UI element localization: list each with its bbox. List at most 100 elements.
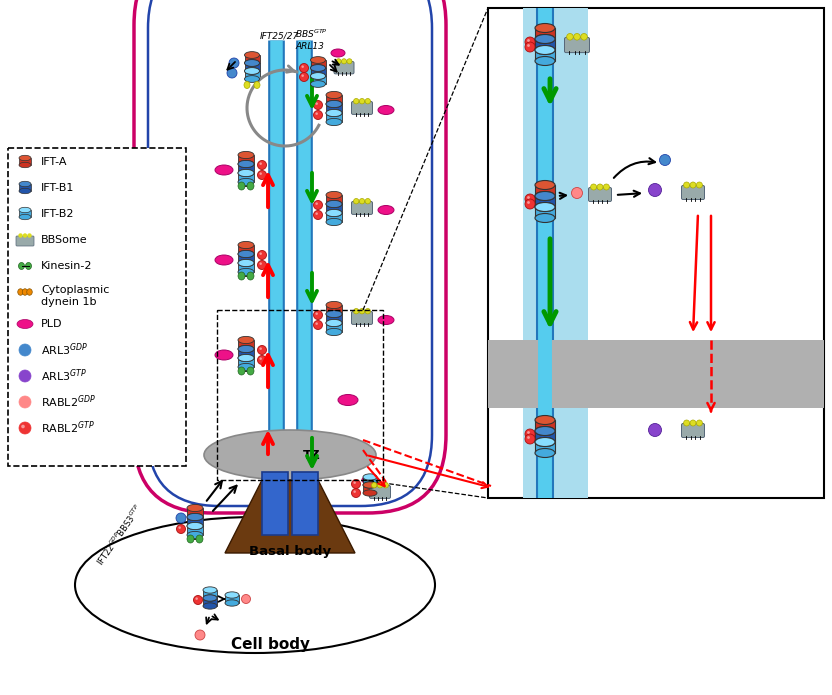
Ellipse shape bbox=[247, 367, 254, 375]
Circle shape bbox=[315, 102, 318, 105]
Ellipse shape bbox=[326, 109, 342, 117]
Circle shape bbox=[383, 482, 389, 488]
Circle shape bbox=[525, 429, 535, 439]
Ellipse shape bbox=[326, 100, 342, 108]
Bar bbox=[19, 210, 31, 217]
Circle shape bbox=[347, 59, 352, 64]
Text: ARL3$^{GDP}$: ARL3$^{GDP}$ bbox=[41, 342, 88, 359]
Circle shape bbox=[195, 630, 205, 640]
Circle shape bbox=[527, 201, 530, 204]
Bar bbox=[245, 55, 260, 63]
Ellipse shape bbox=[535, 448, 555, 457]
Ellipse shape bbox=[215, 165, 233, 175]
Circle shape bbox=[227, 68, 237, 78]
Circle shape bbox=[359, 99, 364, 104]
Bar bbox=[225, 595, 239, 603]
Ellipse shape bbox=[535, 202, 555, 211]
Bar bbox=[245, 71, 260, 79]
Bar bbox=[262, 472, 288, 535]
Polygon shape bbox=[225, 480, 355, 553]
Ellipse shape bbox=[238, 345, 254, 352]
Circle shape bbox=[178, 526, 181, 529]
Ellipse shape bbox=[238, 250, 254, 258]
Circle shape bbox=[18, 234, 22, 238]
Bar bbox=[535, 442, 555, 453]
Bar bbox=[535, 39, 555, 50]
Ellipse shape bbox=[245, 60, 260, 67]
Ellipse shape bbox=[203, 603, 217, 609]
Ellipse shape bbox=[326, 209, 342, 217]
Ellipse shape bbox=[326, 329, 342, 336]
Ellipse shape bbox=[19, 188, 31, 194]
Circle shape bbox=[354, 99, 359, 104]
Ellipse shape bbox=[238, 170, 254, 177]
Ellipse shape bbox=[326, 320, 342, 327]
Bar bbox=[535, 207, 555, 218]
Ellipse shape bbox=[238, 272, 245, 280]
Ellipse shape bbox=[187, 535, 194, 543]
Circle shape bbox=[690, 182, 696, 188]
Ellipse shape bbox=[535, 45, 555, 54]
Ellipse shape bbox=[27, 288, 32, 295]
Circle shape bbox=[359, 309, 364, 314]
Ellipse shape bbox=[326, 191, 342, 199]
Ellipse shape bbox=[326, 109, 342, 117]
Circle shape bbox=[314, 101, 323, 110]
Circle shape bbox=[314, 200, 323, 209]
Ellipse shape bbox=[326, 218, 342, 226]
Ellipse shape bbox=[535, 416, 555, 425]
Bar bbox=[203, 590, 217, 598]
Circle shape bbox=[525, 37, 535, 47]
FancyBboxPatch shape bbox=[681, 423, 705, 437]
Circle shape bbox=[341, 59, 347, 64]
Ellipse shape bbox=[363, 474, 377, 480]
Bar bbox=[19, 184, 31, 191]
Bar bbox=[535, 431, 555, 442]
Ellipse shape bbox=[535, 427, 555, 436]
Circle shape bbox=[648, 183, 661, 197]
Ellipse shape bbox=[238, 367, 245, 375]
Text: Cell body: Cell body bbox=[230, 637, 310, 653]
Bar bbox=[238, 358, 254, 367]
Circle shape bbox=[257, 356, 266, 364]
Circle shape bbox=[597, 184, 603, 190]
Ellipse shape bbox=[225, 592, 239, 598]
Ellipse shape bbox=[215, 350, 233, 360]
Ellipse shape bbox=[310, 65, 325, 72]
Circle shape bbox=[300, 72, 309, 81]
Ellipse shape bbox=[238, 182, 245, 190]
Circle shape bbox=[19, 396, 31, 408]
Circle shape bbox=[260, 348, 262, 350]
Ellipse shape bbox=[238, 268, 254, 276]
Circle shape bbox=[196, 598, 198, 600]
Bar bbox=[488, 340, 824, 408]
Ellipse shape bbox=[326, 209, 342, 217]
Bar bbox=[238, 173, 254, 182]
FancyBboxPatch shape bbox=[8, 148, 186, 466]
Bar bbox=[187, 517, 203, 526]
Circle shape bbox=[354, 491, 356, 493]
Circle shape bbox=[581, 33, 587, 40]
Circle shape bbox=[314, 211, 323, 220]
Circle shape bbox=[176, 525, 186, 534]
Bar bbox=[363, 485, 377, 493]
Ellipse shape bbox=[204, 430, 376, 480]
Circle shape bbox=[527, 44, 530, 47]
Circle shape bbox=[260, 163, 262, 165]
Circle shape bbox=[603, 184, 609, 190]
Text: Cytoplasmic
dynein 1b: Cytoplasmic dynein 1b bbox=[41, 285, 109, 306]
Text: PLD: PLD bbox=[41, 319, 62, 329]
Ellipse shape bbox=[378, 206, 394, 215]
Bar bbox=[217, 310, 383, 480]
Circle shape bbox=[260, 252, 262, 255]
Ellipse shape bbox=[238, 363, 254, 370]
Circle shape bbox=[315, 322, 318, 325]
Ellipse shape bbox=[187, 523, 203, 530]
Ellipse shape bbox=[535, 45, 555, 54]
Bar bbox=[310, 68, 325, 76]
Ellipse shape bbox=[187, 514, 203, 521]
Bar bbox=[238, 245, 254, 254]
Circle shape bbox=[365, 99, 370, 104]
Ellipse shape bbox=[238, 161, 254, 167]
Circle shape bbox=[365, 309, 370, 314]
